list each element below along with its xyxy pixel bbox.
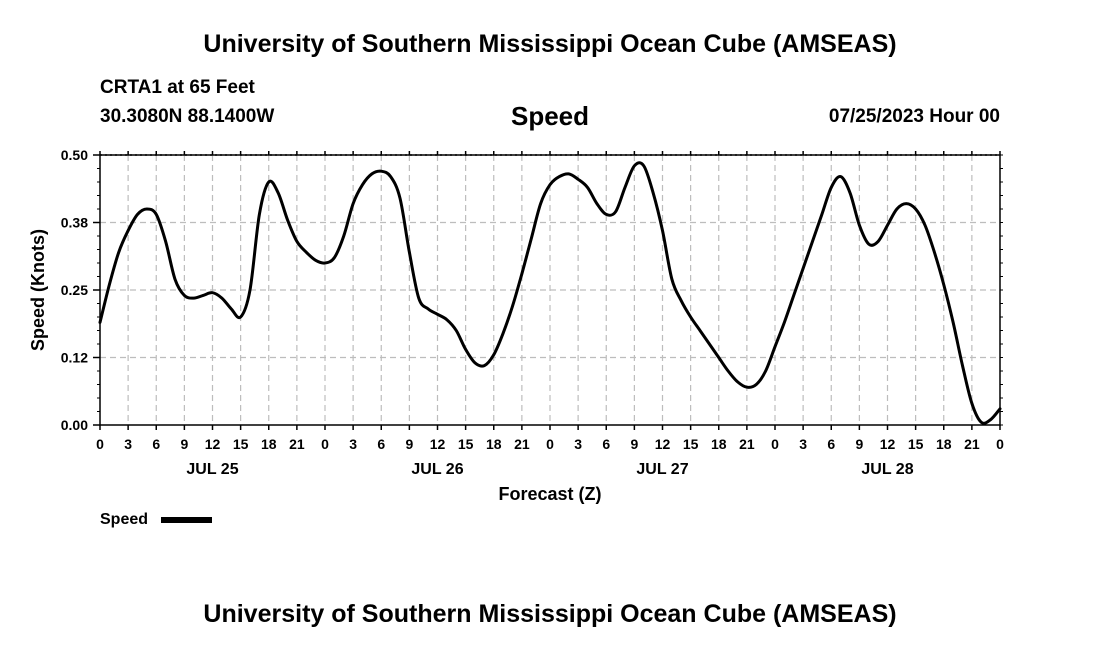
x-tick-label: 6 bbox=[377, 436, 385, 452]
x-tick-label: 18 bbox=[486, 436, 502, 452]
x-tick-label: 15 bbox=[908, 436, 924, 452]
y-tick-label: 0.00 bbox=[61, 417, 88, 433]
day-label: JUL 28 bbox=[861, 461, 913, 478]
chart-title-bottom: University of Southern Mississippi Ocean… bbox=[203, 600, 897, 628]
y-tick-label: 0.12 bbox=[61, 350, 88, 366]
x-tick-label: 6 bbox=[602, 436, 610, 452]
x-tick-label: 15 bbox=[458, 436, 474, 452]
x-tick-label: 9 bbox=[630, 436, 638, 452]
speed-series-line bbox=[98, 161, 1002, 425]
x-tick-label: 21 bbox=[514, 436, 530, 452]
x-tick-label: 9 bbox=[855, 436, 863, 452]
x-tick-label: 3 bbox=[574, 436, 582, 452]
x-tick-label: 6 bbox=[827, 436, 835, 452]
x-tick-label: 18 bbox=[261, 436, 277, 452]
axis-layer: 0.00 0.12 0.25 0.38 0.50 0 3 6 9 12 15 18 21 0 3 6 9 12 15… bbox=[61, 147, 1004, 478]
x-tick-label: 21 bbox=[289, 436, 305, 452]
x-tick-label: 18 bbox=[936, 436, 952, 452]
x-axis-label: Forecast (Z) bbox=[498, 484, 601, 504]
x-tick-label: 21 bbox=[964, 436, 980, 452]
x-tick-label: 0 bbox=[771, 436, 779, 452]
forecast-date: 07/25/2023 Hour 00 bbox=[828, 106, 1000, 127]
x-tick-label: 12 bbox=[430, 436, 446, 452]
day-label: JUL 27 bbox=[636, 461, 688, 478]
x-tick-label: 12 bbox=[880, 436, 896, 452]
x-tick-label: 15 bbox=[683, 436, 699, 452]
x-tick-label: 9 bbox=[405, 436, 413, 452]
x-tick-label: 18 bbox=[711, 436, 727, 452]
y-tick-label: 0.50 bbox=[61, 147, 88, 163]
x-tick-label: 0 bbox=[96, 436, 104, 452]
variable-title: Speed bbox=[510, 101, 590, 131]
day-label: JUL 26 bbox=[411, 461, 463, 478]
day-label: JUL 25 bbox=[186, 461, 238, 478]
x-tick-label: 3 bbox=[799, 436, 807, 452]
x-tick-label: 21 bbox=[739, 436, 755, 452]
x-tick-label: 15 bbox=[233, 436, 249, 452]
x-tick-label: 0 bbox=[546, 436, 554, 452]
x-tick-label: 0 bbox=[321, 436, 329, 452]
legend-label: Speed bbox=[100, 511, 148, 528]
grid-layer bbox=[100, 155, 1000, 425]
chart-title-top: University of Southern Mississippi Ocean… bbox=[203, 30, 897, 58]
x-tick-label: 12 bbox=[205, 436, 221, 452]
x-tick-label: 3 bbox=[124, 436, 132, 452]
x-tick-label: 12 bbox=[655, 436, 671, 452]
station-label: CRTA1 at 65 Feet bbox=[100, 77, 255, 98]
y-tick-label: 0.25 bbox=[61, 282, 88, 298]
x-tick-label: 0 bbox=[996, 436, 1004, 452]
x-tick-label: 9 bbox=[180, 436, 188, 452]
x-tick-label: 3 bbox=[349, 436, 357, 452]
y-tick-label: 0.38 bbox=[61, 215, 88, 231]
station-coords: 30.3080N 88.1400W bbox=[100, 106, 275, 127]
y-axis-label: Speed (Knots) bbox=[28, 229, 48, 351]
x-tick-label: 6 bbox=[152, 436, 160, 452]
